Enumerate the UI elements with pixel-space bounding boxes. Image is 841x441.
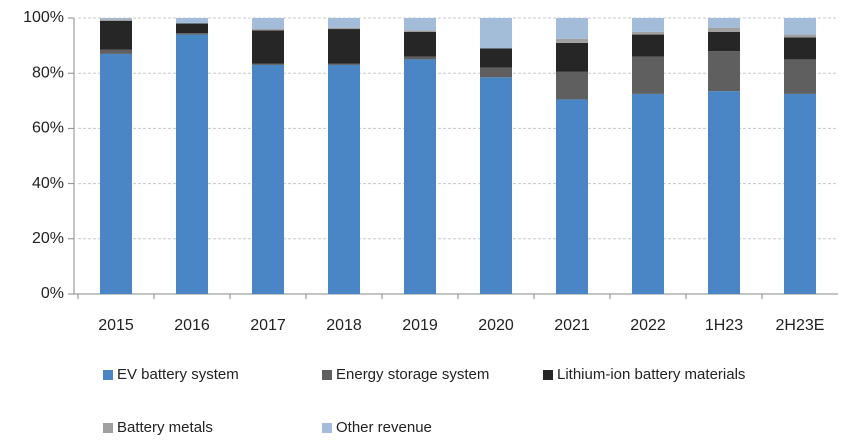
x-tick-label: 2019	[402, 317, 438, 334]
bar-segment	[708, 51, 740, 92]
y-tick-label: 60%	[32, 120, 64, 137]
bar-segment	[708, 18, 740, 28]
y-tick-label: 40%	[32, 175, 64, 192]
bar-segment	[100, 19, 132, 21]
bar-segment	[328, 63, 360, 65]
legend-swatch	[103, 423, 113, 433]
bar-segment	[632, 18, 664, 32]
y-tick-label: 20%	[32, 230, 64, 247]
bar-segment	[252, 30, 284, 64]
bar-segment	[176, 33, 208, 35]
bar-segment	[708, 31, 740, 52]
legend-swatch	[103, 370, 113, 380]
bar-segment	[100, 53, 132, 294]
bar-segment	[632, 34, 664, 57]
x-tick-label: 2018	[326, 317, 362, 334]
y-tick-label: 0%	[41, 285, 64, 302]
bar-segment	[404, 56, 436, 60]
x-tick-label: 2022	[630, 317, 666, 334]
bar-segment	[176, 34, 208, 295]
x-tick-label: 2021	[554, 317, 590, 334]
x-tick-label: 2016	[174, 317, 210, 334]
bar-segment	[784, 37, 816, 60]
bar-segment	[784, 93, 816, 295]
bar-segment	[708, 91, 740, 294]
y-tick-label: 100%	[23, 9, 64, 26]
bar-segment	[404, 59, 436, 295]
x-tick-label: 2017	[250, 317, 286, 334]
bar-segment	[480, 67, 512, 78]
x-tick-label: 2020	[478, 317, 514, 334]
bar-segment	[252, 63, 284, 65]
x-tick-label: 2015	[98, 317, 134, 334]
legend-text: Energy storage system	[336, 366, 489, 383]
bar-segment	[176, 18, 208, 24]
bar-segment	[328, 18, 360, 28]
bar-segment	[556, 38, 588, 43]
x-tick-label: 1H23	[705, 317, 743, 334]
legend-swatch	[322, 423, 332, 433]
bar-segment	[100, 18, 132, 20]
bar-segment	[480, 18, 512, 49]
legend-swatch	[543, 370, 553, 380]
y-tick-label: 80%	[32, 64, 64, 81]
bar-segment	[556, 42, 588, 72]
bar-segment	[480, 48, 512, 68]
bar-segment	[252, 18, 284, 30]
bar-segment	[328, 64, 360, 294]
bar-segment	[328, 29, 360, 64]
bar-segment	[784, 18, 816, 35]
bar-segment	[632, 31, 664, 35]
bar-segment	[328, 27, 360, 30]
x-tick-label: 2H23E	[776, 317, 825, 334]
bar-segment	[784, 59, 816, 94]
bar-segment	[556, 99, 588, 294]
bar-segment	[252, 29, 284, 31]
bar-segment	[176, 23, 208, 34]
bar-segment	[784, 34, 816, 38]
bar-segment	[252, 64, 284, 294]
bar-segment	[632, 93, 664, 295]
bar-segment	[480, 77, 512, 294]
bar-segment	[556, 71, 588, 100]
bar-segment	[404, 18, 436, 31]
bar-segment	[100, 49, 132, 54]
legend-text: Battery metals	[117, 419, 213, 436]
legend-text: Lithium-ion battery materials	[557, 366, 745, 383]
legend-swatch	[322, 370, 332, 380]
bar-segment	[632, 56, 664, 94]
bar-segment	[100, 20, 132, 50]
bar-segment	[556, 18, 588, 39]
bar-segment	[404, 31, 436, 57]
bar-segment	[708, 27, 740, 32]
legend-text: EV battery system	[117, 366, 239, 383]
bar-segment	[404, 30, 436, 32]
legend-text: Other revenue	[336, 419, 432, 436]
